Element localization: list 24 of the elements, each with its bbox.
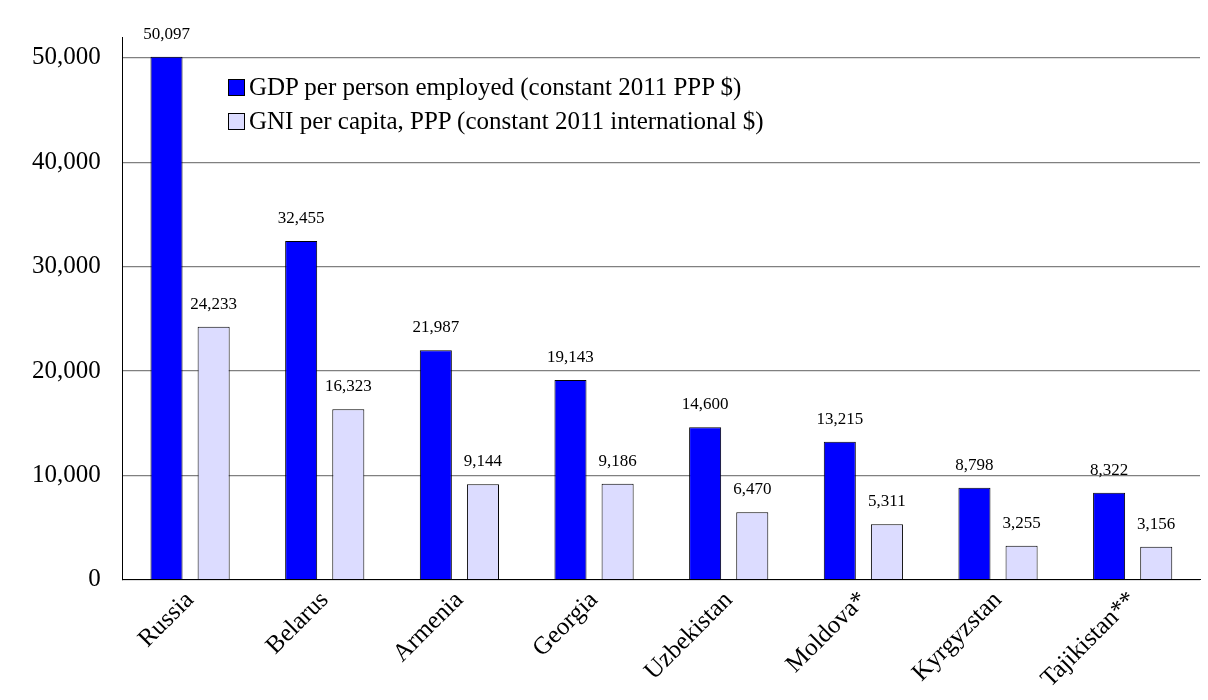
- data-label: 9,144: [463, 451, 503, 471]
- data-label: 9,186: [598, 450, 637, 470]
- data-label: 50,097: [143, 23, 191, 43]
- data-label: 8,322: [1089, 459, 1129, 479]
- y-tick-label: 30,000: [32, 251, 101, 279]
- y-tick-label: 10,000: [32, 459, 101, 487]
- data-label: 8,798: [955, 454, 994, 474]
- data-label: 3,156: [1137, 513, 1176, 533]
- legend-label: GNI per capita, PPP (constant 2011 international $): [249, 106, 764, 137]
- data-label: 3,255: [1002, 512, 1041, 532]
- y-tick-label: 40,000: [32, 146, 101, 174]
- data-label: 5,311: [868, 491, 906, 511]
- y-tick-label: 20,000: [32, 355, 101, 383]
- data-label: 24,233: [190, 293, 238, 313]
- data-label: 16,323: [324, 376, 372, 396]
- y-tick-label: 0: [88, 564, 101, 592]
- y-tick-label: 50,000: [32, 42, 101, 70]
- data-label: 32,455: [277, 207, 325, 227]
- data-label: 21,987: [412, 317, 460, 337]
- data-label: 14,600: [681, 394, 729, 414]
- legend-label: GDP per person employed (constant 2011 PPP $): [249, 72, 742, 103]
- data-label: 13,215: [816, 408, 864, 428]
- data-label: 19,143: [547, 346, 594, 366]
- data-label: 6,470: [733, 479, 772, 499]
